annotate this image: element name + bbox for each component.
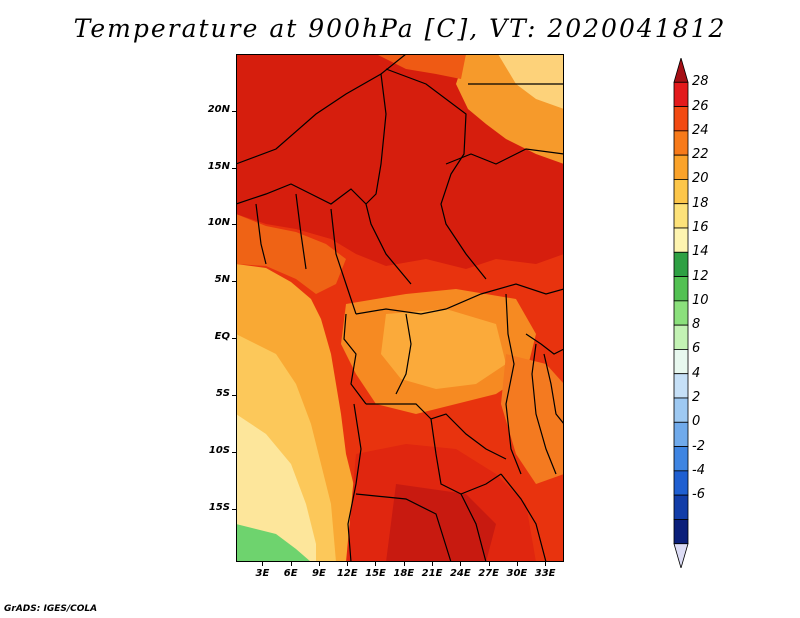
- lat-tick-label: 5N: [214, 274, 230, 286]
- lat-tick-label: 10N: [207, 217, 230, 229]
- lat-tick-label: 20N: [207, 103, 230, 115]
- lon-tick: [318, 562, 320, 566]
- colorbar-label: 26: [692, 98, 709, 114]
- colorbar-swatch: [673, 227, 689, 253]
- credit-text: GrADS: IGES/COLA: [4, 604, 98, 614]
- colorbar-label: 6: [692, 341, 701, 357]
- colorbar-swatch: [673, 470, 689, 496]
- colorbar-swatch: [673, 251, 689, 277]
- colorbar-label: 24: [692, 122, 709, 138]
- lat-tick: [232, 224, 236, 226]
- colorbar-swatch: [673, 276, 689, 302]
- colorbar-label: 16: [692, 220, 709, 235]
- lon-tick-label: 27E: [478, 568, 499, 579]
- lon-tick: [432, 562, 434, 566]
- map-title: Temperature at 900hPa [C], VT: 202004181…: [73, 14, 727, 43]
- colorbar-label: 0: [692, 414, 701, 430]
- lat-tick-label: 10S: [208, 444, 230, 456]
- lon-tick-label: 12E: [336, 568, 358, 579]
- lon-tick: [375, 562, 377, 566]
- lon-tick: [290, 562, 292, 566]
- lon-tick: [460, 562, 462, 566]
- colorbar-swatch: [673, 300, 689, 326]
- colorbar-swatch: [673, 154, 689, 180]
- lat-tick: [232, 110, 236, 112]
- lat-tick: [232, 338, 236, 340]
- lon-tick: [516, 562, 518, 566]
- lon-tick-label: 33E: [534, 568, 556, 579]
- colorbar-swatch: [673, 373, 689, 399]
- lat-tick-label: 15S: [208, 501, 230, 513]
- colorbar-swatch: [673, 421, 689, 447]
- lon-tick-label: 15E: [365, 568, 386, 579]
- colorbar-swatch: [673, 349, 689, 375]
- colorbar-swatch: [673, 494, 689, 520]
- colorbar-swatch: [673, 203, 689, 229]
- colorbar-swatch: [673, 81, 689, 107]
- colorbar-swatch: [673, 543, 689, 568]
- lon-tick-label: 21E: [421, 568, 443, 579]
- lon-tick: [347, 562, 349, 566]
- colorbar-swatch: [673, 58, 689, 83]
- colorbar-swatch: [673, 130, 689, 156]
- colorbar-swatch: [673, 324, 689, 350]
- lat-tick: [232, 394, 236, 396]
- colorbar-label: 18: [692, 195, 709, 211]
- colorbar-label: 10: [692, 292, 709, 308]
- colorbar-label: 2: [692, 390, 701, 405]
- lon-tick: [262, 562, 264, 566]
- colorbar-label: -6: [692, 487, 705, 503]
- lat-tick: [232, 281, 236, 283]
- colorbar-label: 8: [692, 317, 701, 333]
- colorbar-label: 14: [692, 244, 709, 260]
- lon-tick-label: 18E: [393, 568, 415, 579]
- lon-tick-label: 30E: [506, 568, 528, 579]
- lon-tick-label: 3E: [255, 568, 270, 579]
- temperature-map: [236, 54, 564, 562]
- colorbar: [673, 58, 689, 568]
- lon-tick-label: 24E: [449, 568, 471, 579]
- lon-tick: [488, 562, 490, 566]
- lat-tick: [232, 451, 236, 453]
- colorbar-swatch: [673, 446, 689, 472]
- colorbar-label: 12: [692, 268, 709, 284]
- lon-tick-label: 9E: [312, 568, 326, 579]
- lat-tick-label: 15N: [207, 160, 230, 172]
- lat-tick: [232, 508, 236, 510]
- lon-tick-label: 6E: [283, 568, 298, 579]
- colorbar-label: -2: [692, 438, 705, 454]
- colorbar-label: 22: [692, 147, 709, 163]
- lat-tick: [232, 167, 236, 169]
- colorbar-label: 28: [692, 74, 709, 90]
- colorbar-swatch: [673, 519, 689, 545]
- lat-tick-label: EQ: [214, 331, 230, 343]
- colorbar-swatch: [673, 106, 689, 132]
- lon-tick: [403, 562, 405, 566]
- colorbar-label: -4: [692, 462, 705, 478]
- lon-tick: [545, 562, 547, 566]
- colorbar-swatch: [673, 397, 689, 423]
- colorbar-label: 20: [692, 171, 709, 187]
- colorbar-label: 4: [692, 365, 701, 381]
- lat-tick-label: 5S: [215, 387, 230, 399]
- colorbar-swatch: [673, 179, 689, 205]
